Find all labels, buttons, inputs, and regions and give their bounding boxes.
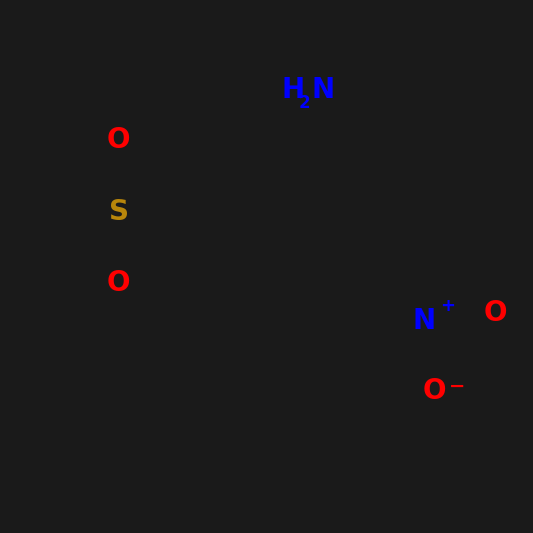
Text: −: − [449,377,466,396]
Text: 2: 2 [298,94,310,112]
Text: H: H [281,76,304,104]
Text: O: O [484,299,507,327]
Text: S: S [109,198,128,226]
Text: +: + [440,297,455,316]
Text: N: N [311,76,334,104]
Text: O: O [422,377,446,405]
Text: O: O [107,270,131,297]
Text: N: N [413,307,435,335]
Text: O: O [107,126,131,154]
